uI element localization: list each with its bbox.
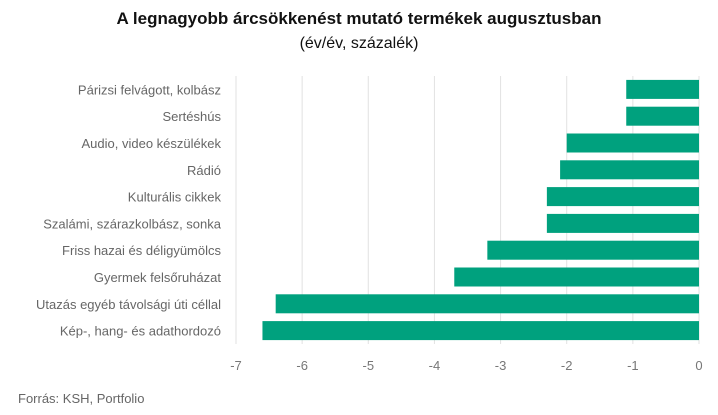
x-tick-label: -7 [230, 358, 242, 373]
x-tick-label: -3 [495, 358, 507, 373]
category-label: Kulturális cikkek [128, 190, 222, 205]
category-label: Utazás egyéb távolsági úti céllal [36, 297, 221, 312]
bar [262, 321, 699, 341]
bar [487, 240, 699, 260]
bar [626, 79, 699, 99]
bar [275, 294, 699, 314]
x-tick-label: -6 [296, 358, 308, 373]
x-tick-label: -2 [561, 358, 573, 373]
bar [546, 187, 699, 207]
category-label: Szalámi, szárazkolbász, sonka [43, 216, 222, 231]
bar [566, 133, 699, 153]
category-label: Audio, video készülékek [82, 136, 222, 151]
x-tick-label: 0 [695, 358, 702, 373]
bar [560, 160, 699, 180]
x-tick-label: -1 [627, 358, 639, 373]
bars [262, 79, 699, 341]
category-label: Friss hazai és déligyümölcs [62, 243, 221, 258]
chart-title: A legnagyobb árcsökkenést mutató terméke… [116, 9, 602, 28]
source-note: Forrás: KSH, Portfolio [18, 391, 145, 406]
category-labels: Párizsi felvágott, kolbász Sertéshús Audio… [36, 82, 222, 338]
bar [454, 267, 699, 287]
x-tick-label: -5 [363, 358, 375, 373]
x-tick-label: -4 [429, 358, 441, 373]
bar [626, 106, 699, 126]
category-label: Gyermek felsőruházat [94, 270, 222, 285]
x-axis-tick-labels: -7 -6 -5 -4 -3 -2 -1 0 [230, 358, 702, 373]
chart-subtitle: (év/év, százalék) [299, 35, 419, 52]
category-label: Sertéshús [162, 109, 221, 124]
category-label: Párizsi felvágott, kolbász [78, 82, 221, 97]
bar [546, 213, 699, 233]
category-label: Rádió [187, 163, 221, 178]
category-label: Kép-, hang- és adathordozó [60, 324, 221, 339]
